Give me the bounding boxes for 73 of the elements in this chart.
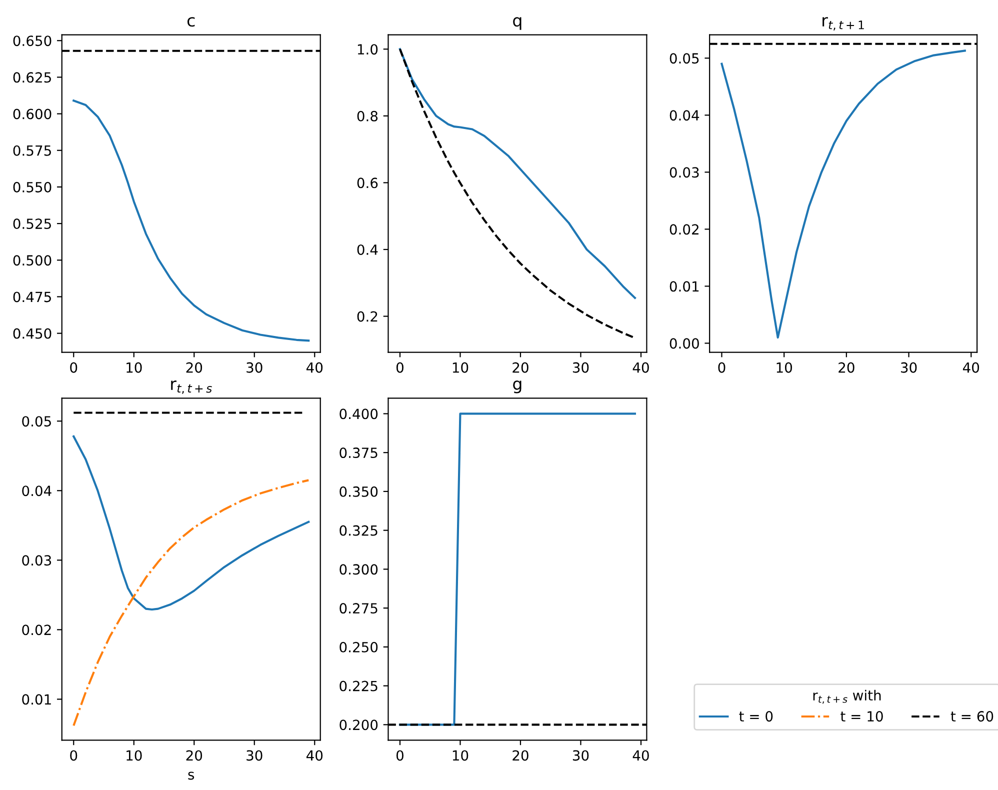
y-tick-label: 0.550 (13, 182, 52, 192)
x-tick-label: 30 (900, 362, 917, 373)
y-tick-label: 0.01 (670, 281, 699, 292)
x-tick-label: 20 (186, 362, 202, 373)
y-tick-label: 0.625 (13, 72, 51, 83)
x-tick-label: 10 (776, 362, 792, 373)
x-tick-label: 40 (306, 750, 323, 761)
x-tick-label: 10 (452, 750, 468, 761)
x-axis-title: s (188, 772, 194, 780)
y-tick-label: 0.325 (340, 525, 378, 536)
legend-title: r$_{t,t+s}$ with (813, 690, 881, 704)
y-tick-label: 0.05 (22, 416, 51, 427)
y-tick-label: 0.225 (340, 680, 378, 692)
y-tick-label: 0.03 (670, 167, 699, 178)
y-tick-label: 0.03 (22, 555, 52, 566)
y-tick-label: 0.2 (357, 311, 378, 322)
chart-title: q (513, 17, 522, 30)
x-tick-label: 0 (718, 362, 726, 373)
x-tick-label: 40 (306, 362, 323, 373)
y-tick-label: 0.375 (340, 448, 378, 458)
y-tick-label: 0.02 (670, 224, 698, 235)
x-tick-label: 20 (186, 750, 202, 761)
y-tick-label: 0.275 (340, 603, 378, 614)
y-tick-label: 0.450 (13, 328, 52, 339)
x-tick-label: 0 (70, 362, 78, 373)
line-series (720, 50, 966, 339)
y-tick-label: 0.00 (670, 338, 699, 349)
legend-label: t = 10 (840, 711, 883, 722)
y-tick-label: 0.650 (13, 36, 52, 46)
y-tick-label: 0.575 (13, 145, 51, 156)
y-tick-label: 0.475 (13, 292, 51, 302)
x-tick-label: 10 (126, 750, 142, 761)
x-tick-label: 30 (572, 750, 589, 761)
x-tick-label: 0 (70, 750, 78, 761)
y-tick-label: 0.01 (22, 694, 51, 705)
x-tick-label: 20 (838, 362, 854, 373)
legend-label: t = 60 (950, 711, 994, 722)
chart-title: r$_{t,t+s}$ (171, 380, 212, 394)
y-tick-label: 0.250 (340, 642, 378, 652)
x-tick-label: 0 (396, 750, 404, 761)
x-tick-label: 30 (246, 750, 262, 761)
line-series (72, 479, 310, 727)
x-tick-label: 20 (512, 750, 528, 761)
chart-title: c (187, 17, 195, 27)
y-tick-label: 0.8 (357, 110, 378, 122)
x-tick-label: 10 (452, 362, 468, 373)
y-tick-label: 0.300 (340, 564, 378, 575)
x-tick-label: 40 (632, 362, 649, 373)
y-tick-label: 0.525 (13, 218, 51, 230)
x-tick-label: 40 (632, 750, 649, 761)
chart-title: g (513, 380, 522, 394)
line-series (72, 435, 310, 611)
y-tick-label: 0.350 (340, 486, 378, 497)
y-tick-label: 0.05 (670, 53, 699, 64)
x-tick-label: 10 (126, 362, 142, 373)
line-series (72, 100, 310, 342)
y-tick-label: 0.04 (22, 486, 52, 496)
y-tick-label: 1.0 (358, 44, 378, 55)
y-tick-label: 0.6 (357, 178, 378, 188)
y-tick-label: 0.600 (13, 108, 52, 120)
y-tick-label: 0.500 (13, 255, 52, 266)
chart-title: r$_{t,t+1}$ (822, 17, 864, 31)
y-tick-label: 0.400 (340, 408, 378, 420)
x-tick-label: 30 (572, 362, 589, 373)
y-tick-label: 0.4 (357, 244, 378, 255)
y-tick-label: 0.04 (670, 110, 700, 121)
x-tick-label: 0 (396, 362, 404, 373)
x-tick-label: 40 (962, 362, 980, 373)
x-tick-label: 20 (512, 362, 528, 373)
y-tick-label: 0.200 (340, 720, 378, 730)
x-tick-label: 30 (246, 362, 262, 373)
legend-label: t = 0 (739, 711, 773, 722)
y-tick-label: 0.02 (22, 624, 51, 636)
